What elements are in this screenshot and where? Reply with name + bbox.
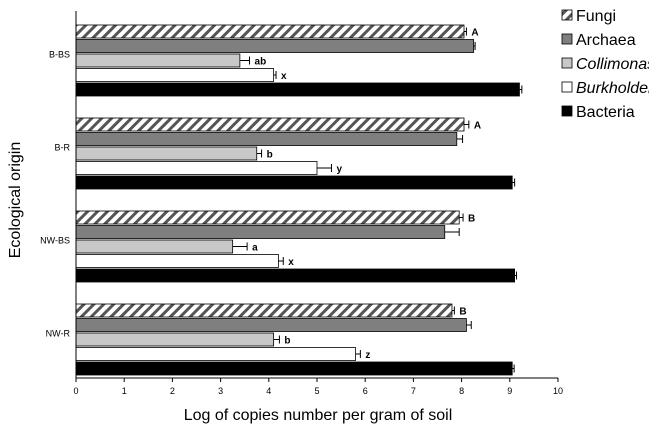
bar-burkholderia xyxy=(75,161,318,175)
x-tick-label: 6 xyxy=(363,386,368,396)
significance-label: A xyxy=(471,28,478,39)
bar-bacteria xyxy=(75,82,520,97)
bar-collimonas xyxy=(75,146,258,161)
significance-label: x xyxy=(281,71,287,82)
legend-swatch-collimonas xyxy=(561,57,573,69)
legend-label-bacteria: Bacteria xyxy=(576,104,635,121)
bar-collimonas xyxy=(75,332,275,347)
bar-archaea xyxy=(75,132,458,146)
x-tick-label: 7 xyxy=(411,386,416,396)
category-label: B-R xyxy=(55,142,71,152)
bar-archaea xyxy=(75,39,475,53)
significance-label: b xyxy=(284,336,290,347)
bar-fungi xyxy=(75,303,453,318)
significance-label: A xyxy=(474,121,481,132)
x-tick-label: 3 xyxy=(218,386,223,396)
significance-label: B xyxy=(459,307,466,318)
significance-label: x xyxy=(288,257,294,268)
significance-label: B xyxy=(468,214,475,225)
significance-label: z xyxy=(365,350,370,361)
x-tick-label: 9 xyxy=(507,386,512,396)
significance-label: b xyxy=(267,150,273,161)
bar-collimonas xyxy=(75,239,234,254)
category-label: B-BS xyxy=(49,49,70,59)
legend-label-fungi: Fungi xyxy=(576,8,616,25)
bar-fungi xyxy=(75,117,465,132)
legend: Fungi Archaea Collimonas Burkholderia Bacter… xyxy=(561,8,649,121)
x-tick-label: 4 xyxy=(266,386,271,396)
axis-layer: 0 1 2 3 4 5 6 7 8 9 10 B-BS B-R NW-BS NW-R xyxy=(40,11,563,396)
significance-label: a xyxy=(252,243,258,254)
bar-bacteria xyxy=(75,268,516,283)
category-label: NW-R xyxy=(46,328,71,338)
significance-label: ab xyxy=(255,57,267,68)
bar-burkholderia xyxy=(75,254,279,268)
legend-label-collimonas: Collimonas xyxy=(576,56,649,73)
category-label: NW-BS xyxy=(40,235,70,245)
x-axis-title: Log of copies number per gram of soil xyxy=(184,407,453,424)
bar-burkholderia xyxy=(75,347,356,361)
legend-swatch-archaea xyxy=(561,33,573,45)
x-tick-label: 5 xyxy=(314,386,319,396)
bar-burkholderia xyxy=(75,68,275,82)
legend-swatch-burkholderia xyxy=(561,81,573,93)
significance-label: y xyxy=(336,164,342,175)
y-axis-title: Ecological origin xyxy=(7,142,24,259)
legend-label-burkholderia: Burkholderia xyxy=(576,80,649,97)
x-tick-label: 2 xyxy=(170,386,175,396)
bar-fungi xyxy=(75,210,460,225)
legend-label-archaea: Archaea xyxy=(576,32,636,49)
x-tick-label: 8 xyxy=(459,386,464,396)
legend-swatch-fungi xyxy=(561,9,573,21)
bar-bacteria xyxy=(75,175,513,190)
legend-swatch-bacteria xyxy=(561,105,573,117)
x-tick-label: 10 xyxy=(553,386,563,396)
bar-archaea xyxy=(75,318,467,332)
bar-bacteria xyxy=(75,361,513,376)
x-tick-label: 1 xyxy=(122,386,127,396)
bar-archaea xyxy=(75,225,446,239)
x-tick-label: 0 xyxy=(73,386,78,396)
bar-fungi xyxy=(75,24,465,39)
bar-collimonas xyxy=(75,53,241,68)
